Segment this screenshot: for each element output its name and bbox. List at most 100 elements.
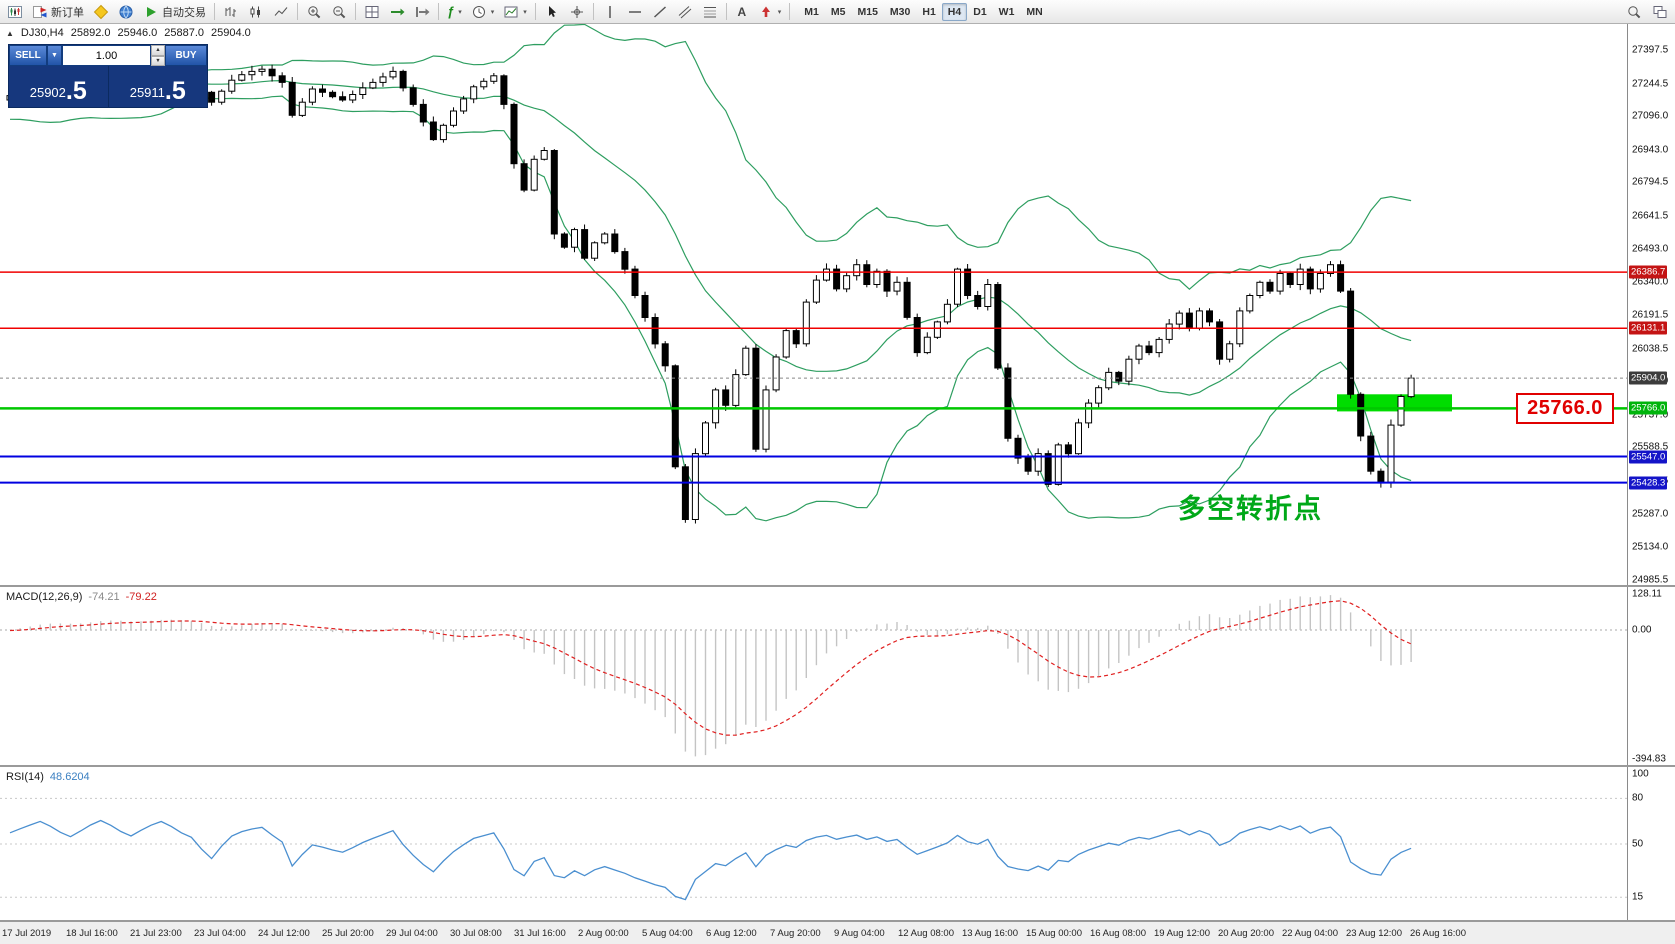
ohlc-open: 25892.0 [70,27,111,39]
time-axis-label: 9 Aug 04:00 [834,927,885,939]
time-axis-label: 31 Jul 16:00 [514,927,566,939]
one-click-trading-panel: SELL ▼ ▲ ▼ BUY 25902 .5 25911 .5 [8,44,208,108]
window-list-button[interactable] [1648,2,1672,22]
panel-splitter[interactable] [0,585,1675,587]
search-button[interactable] [1622,2,1646,22]
sell-price-button[interactable]: 25902 .5 [9,66,108,107]
price-axis-badge: 25547.0 [1629,450,1668,463]
main-chart-plot[interactable] [0,24,1627,585]
timeframe-button[interactable]: M15 [857,5,878,18]
text-tool-button[interactable]: A [731,2,753,22]
auto-scroll-icon [391,8,405,15]
templates-button[interactable]: ▾ [499,2,531,22]
caret-down-icon: ▾ [490,8,495,16]
timeframe-button[interactable]: M30 [889,5,911,18]
new-order-button[interactable]: 新订单 [28,2,88,22]
price-axis-label: 26340.0 [1632,276,1669,288]
toolbar-separator [592,3,594,20]
clock-icon [472,5,485,18]
zoom-out-button[interactable] [327,2,351,22]
timeframe-button[interactable]: D1 [973,5,987,18]
zoom-in-button[interactable] [302,2,326,22]
price-callout-box[interactable]: 25766.0 [1516,393,1614,424]
price-axis-label: 26794.5 [1632,176,1669,188]
price-axis-badge: 25766.0 [1629,401,1668,415]
timeframe-group: M1 M5 M15 M30 H1 H4 D1 W1 MN [798,2,1048,21]
cursor-icon [548,5,556,17]
chart-window-icon [8,5,22,18]
collapse-panel-icon[interactable]: ▲ [6,28,14,38]
template-icon [504,6,518,17]
horizontal-line-button[interactable] [623,2,647,22]
tile-windows-button[interactable] [360,2,384,22]
toolbar-separator [789,3,791,20]
ohlc-bars-icon [225,6,236,17]
price-axis-label: 15 [1632,891,1644,903]
buy-button[interactable]: BUY [165,45,207,66]
rsi-plot[interactable] [0,768,1627,920]
autotrading-label: 自动交易 [162,6,206,19]
new-order-icon [33,5,47,18]
vertical-line-icon [609,5,611,18]
order-type-dropdown[interactable]: ▼ [47,45,62,66]
channel-icon [678,5,692,18]
price-axis-label: 26038.5 [1632,343,1669,355]
ohlc-close: 25904.0 [211,27,251,39]
time-axis-label: 30 Jul 08:00 [450,927,502,939]
trendline-button[interactable] [648,2,672,22]
time-axis[interactable]: 17 Jul 2019 18 Jul 16:00 21 Jul 23:00 23 Ju… [0,922,1675,944]
timeframe-button[interactable]: H1 [922,5,936,18]
time-axis-label: 21 Jul 23:00 [130,927,182,939]
macd-name: MACD(12,26,9) [6,591,83,603]
macd-plot[interactable] [0,588,1627,765]
price-axis-badge: 25904.0 [1629,371,1668,385]
price-axis-badge: 25428.3 [1629,476,1668,490]
indicators-button[interactable]: ƒ ▾ [443,2,466,22]
periods-button[interactable]: ▾ [467,2,499,22]
tile-grid-icon [365,5,379,18]
line-chart-icon [274,6,288,16]
volume-down-button[interactable]: ▼ [151,55,165,66]
vertical-line-button[interactable] [598,2,622,22]
channel-button[interactable] [673,2,697,22]
chart-shift-button[interactable] [410,2,434,22]
volume-input[interactable] [62,45,151,66]
volume-stepper: ▲ ▼ [151,45,165,66]
cursor-button[interactable] [540,2,564,22]
price-axis-label: 80 [1632,792,1644,804]
buy-price-button[interactable]: 25911 .5 [109,66,208,107]
sell-button[interactable]: SELL [9,45,47,66]
bar-chart-type-button[interactable] [219,2,243,22]
time-axis-label: 20 Aug 20:00 [1218,927,1274,939]
time-axis-label: 2 Aug 00:00 [578,927,629,939]
symbol-period-label: DJ30,H4 [20,27,64,39]
arrows-tool-button[interactable]: ▾ [754,2,786,22]
time-axis-label: 13 Aug 16:00 [962,927,1018,939]
autotrading-button[interactable]: 自动交易 [139,2,210,22]
line-chart-type-button[interactable] [269,2,293,22]
timeframe-button[interactable]: H4 [941,2,968,21]
candlestick-type-button[interactable] [244,2,268,22]
new-chart-button[interactable] [3,2,27,22]
auto-scroll-button[interactable] [385,2,409,22]
crosshair-button[interactable] [565,2,589,22]
metaeditor-button[interactable] [89,2,113,22]
time-axis-label: 6 Aug 12:00 [706,927,757,939]
timeframe-button[interactable]: W1 [998,5,1015,18]
fibonacci-button[interactable] [698,2,722,22]
sell-price-main: 25902 [29,85,66,100]
panel-splitter[interactable] [0,765,1675,767]
zoom-in-icon [308,5,321,18]
turning-point-annotation[interactable]: 多空转折点 [1178,494,1323,524]
market-watch-button[interactable] [114,2,138,22]
timeframe-button[interactable]: MN [1026,5,1043,18]
ohlc-high: 25946.0 [117,27,158,39]
price-axis[interactable]: 27397.5 27244.5 27096.0 26943.0 26794.5 26641… [1627,24,1675,922]
price-divider [107,66,109,107]
time-axis-label: 23 Jul 04:00 [194,927,246,939]
timeframe-button[interactable]: M5 [830,5,846,18]
price-axis-label: 27397.5 [1632,44,1669,56]
price-axis-badge: 26386.7 [1629,265,1668,279]
timeframe-button[interactable]: M1 [804,5,819,18]
volume-up-button[interactable]: ▲ [151,45,165,56]
